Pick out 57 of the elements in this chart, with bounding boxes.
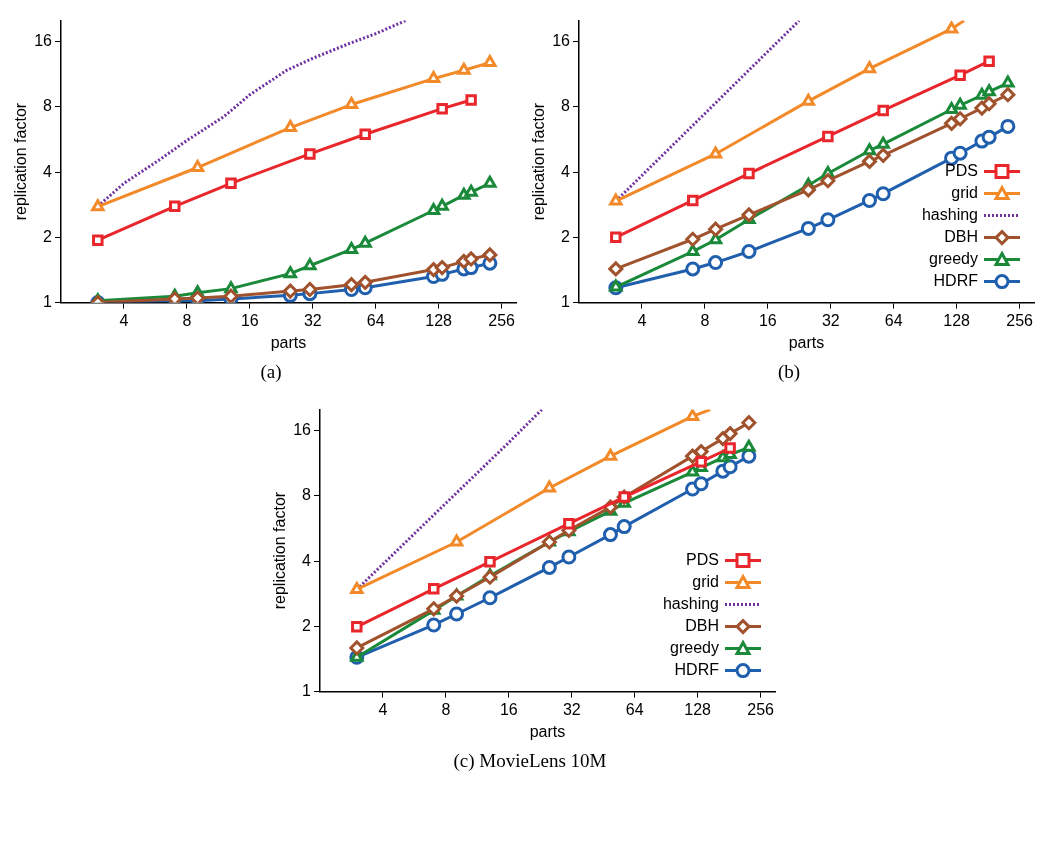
x-tick-label: 256 bbox=[747, 700, 775, 718]
text: (b) bbox=[777, 361, 801, 383]
y-tick-label: 16 bbox=[34, 32, 53, 50]
x-tick-label: 64 bbox=[625, 700, 644, 718]
y-tick-label: 4 bbox=[561, 162, 571, 180]
legend-label: greedy bbox=[929, 250, 978, 268]
y-tick-label: 1 bbox=[302, 682, 312, 700]
x-tick-label: 64 bbox=[884, 311, 903, 329]
y-tick-label: 8 bbox=[302, 486, 312, 504]
y-tick-label: 16 bbox=[293, 421, 312, 439]
legend-label: greedy bbox=[670, 639, 719, 657]
x-tick-label: 32 bbox=[303, 311, 322, 329]
text: (a) bbox=[260, 361, 282, 383]
y-tick-label: 8 bbox=[561, 97, 571, 115]
x-tick-label: 256 bbox=[1006, 311, 1034, 329]
x-tick-label: 8 bbox=[441, 700, 451, 718]
x-tick-label: 16 bbox=[758, 311, 777, 329]
legend-label: grid bbox=[951, 184, 978, 202]
x-tick-label: 64 bbox=[366, 311, 385, 329]
text: (c) MovieLens 10M bbox=[453, 750, 607, 772]
y-tick-label: 1 bbox=[43, 293, 53, 311]
x-axis-title: parts bbox=[270, 333, 307, 351]
y-tick-label: 2 bbox=[43, 227, 53, 245]
legend-label: HDRF bbox=[933, 272, 979, 290]
legend-label: PDS bbox=[686, 551, 719, 569]
x-tick-label: 128 bbox=[943, 311, 971, 329]
x-tick-label: 32 bbox=[562, 700, 581, 718]
y-axis-title: replication factor bbox=[12, 102, 30, 221]
legend-label: PDS bbox=[945, 162, 978, 180]
y-axis-title: replication factor bbox=[271, 491, 289, 610]
legend-label: hashing bbox=[662, 595, 719, 613]
x-tick-label: 8 bbox=[182, 311, 192, 329]
legend-label: HDRF bbox=[674, 661, 720, 679]
x-tick-label: 32 bbox=[821, 311, 840, 329]
y-axis-title: replication factor bbox=[530, 102, 548, 221]
y-tick-label: 4 bbox=[43, 162, 53, 180]
x-tick-label: 8 bbox=[700, 311, 710, 329]
legend-label: hashing bbox=[921, 206, 978, 224]
x-tick-label: 4 bbox=[637, 311, 647, 329]
y-tick-label: 4 bbox=[302, 551, 312, 569]
y-tick-label: 16 bbox=[552, 32, 571, 50]
legend-label: DBH bbox=[944, 228, 978, 246]
x-tick-label: 16 bbox=[240, 311, 259, 329]
x-tick-label: 128 bbox=[684, 700, 712, 718]
y-tick-label: 1 bbox=[561, 293, 571, 311]
x-tick-label: 4 bbox=[378, 700, 388, 718]
legend-label: DBH bbox=[685, 617, 719, 635]
x-tick-label: 128 bbox=[425, 311, 453, 329]
y-tick-label: 2 bbox=[561, 227, 571, 245]
x-axis-title: parts bbox=[529, 722, 566, 740]
x-tick-label: 16 bbox=[499, 700, 518, 718]
x-tick-label: 4 bbox=[119, 311, 129, 329]
y-tick-label: 8 bbox=[43, 97, 53, 115]
x-tick-label: 256 bbox=[488, 311, 516, 329]
x-axis-title: parts bbox=[788, 333, 825, 351]
legend-label: grid bbox=[692, 573, 719, 591]
y-tick-label: 2 bbox=[302, 616, 312, 634]
